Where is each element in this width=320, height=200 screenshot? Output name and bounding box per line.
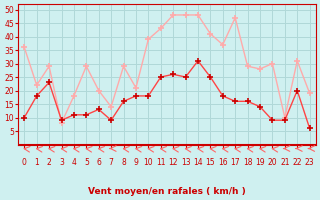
- X-axis label: Vent moyen/en rafales ( km/h ): Vent moyen/en rafales ( km/h ): [88, 187, 246, 196]
